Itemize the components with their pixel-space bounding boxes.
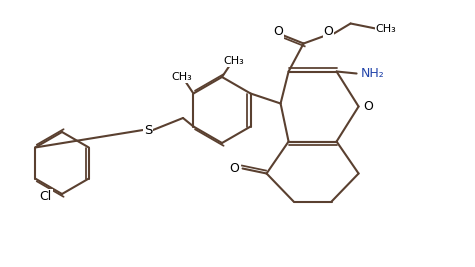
Text: Cl: Cl bbox=[40, 190, 52, 202]
Text: S: S bbox=[144, 124, 152, 136]
Text: CH₃: CH₃ bbox=[375, 23, 396, 33]
Text: NH₂: NH₂ bbox=[361, 67, 384, 80]
Text: O: O bbox=[364, 100, 373, 113]
Text: CH₃: CH₃ bbox=[224, 56, 244, 66]
Text: O: O bbox=[274, 25, 284, 38]
Text: O: O bbox=[323, 25, 333, 38]
Text: CH₃: CH₃ bbox=[171, 73, 192, 83]
Text: O: O bbox=[229, 162, 239, 175]
